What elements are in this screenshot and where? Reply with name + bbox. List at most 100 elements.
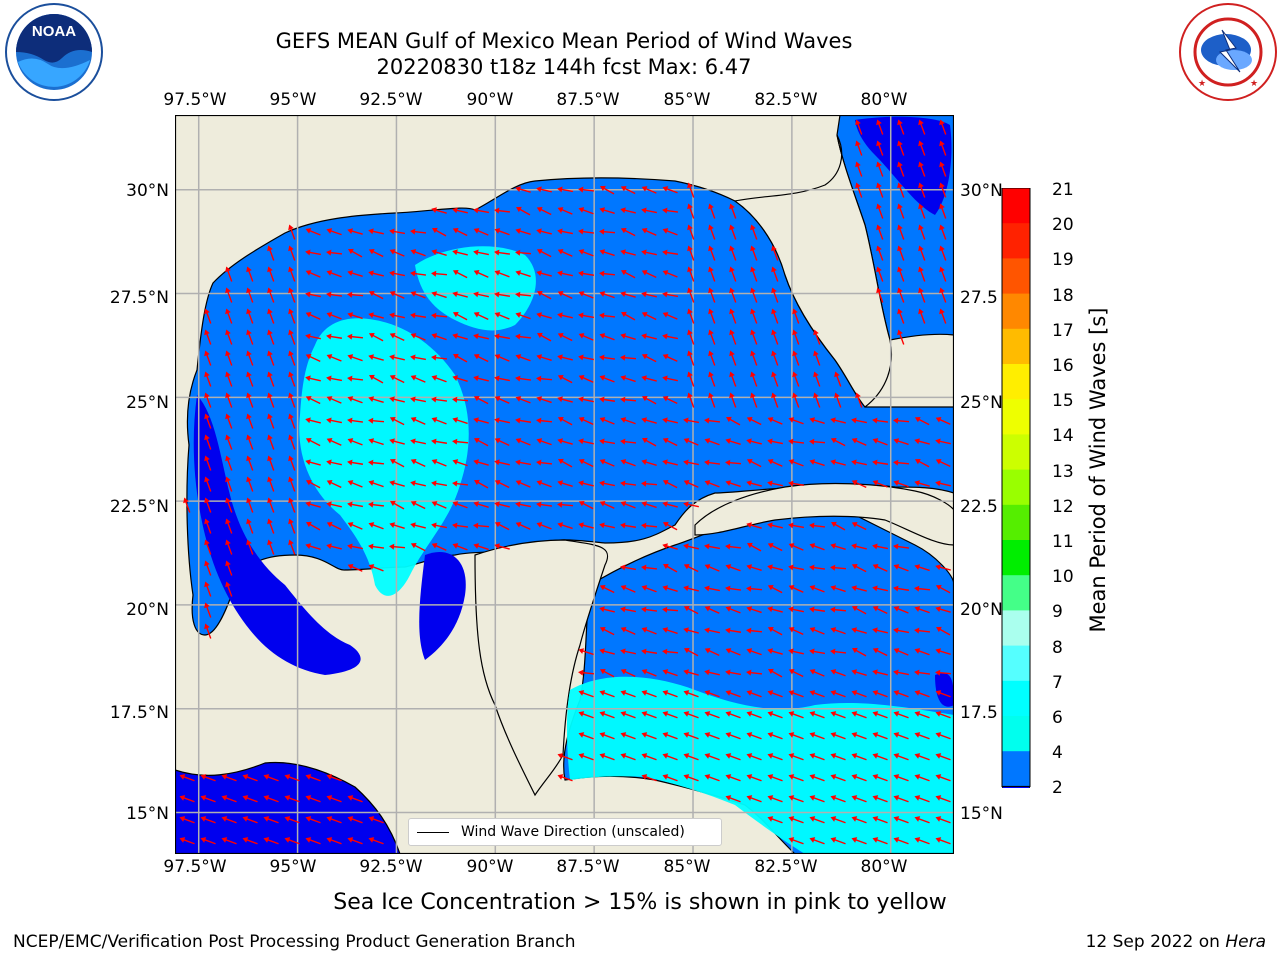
wave-direction-arrow xyxy=(225,287,233,303)
wave-direction-arrow xyxy=(897,329,905,345)
wave-direction-arrow xyxy=(914,690,930,698)
wave-direction-arrow xyxy=(326,417,342,424)
wave-direction-arrow xyxy=(452,227,468,237)
wave-direction-arrow xyxy=(288,539,296,555)
wave-direction-arrow xyxy=(557,501,574,508)
wave-direction-arrow xyxy=(431,438,448,445)
wave-direction-arrow xyxy=(708,266,716,282)
wave-direction-arrow xyxy=(557,354,573,361)
wave-direction-arrow xyxy=(725,438,741,446)
cuba xyxy=(694,482,954,546)
wave-direction-arrow xyxy=(662,207,679,214)
wave-direction-arrow xyxy=(410,249,426,257)
wave-direction-arrow xyxy=(708,203,716,219)
wave-direction-arrow xyxy=(599,668,615,678)
wave-direction-arrow xyxy=(935,564,951,571)
wave-direction-arrow xyxy=(347,438,363,446)
wave-direction-arrow xyxy=(515,438,531,446)
wave-direction-arrow xyxy=(305,837,321,845)
wave-direction-arrow xyxy=(914,753,930,761)
wave-direction-arrow xyxy=(389,458,405,468)
wave-direction-arrow xyxy=(893,711,909,719)
wave-direction-arrow xyxy=(641,291,657,298)
wave-direction-arrow xyxy=(704,732,720,740)
wave-direction-arrow xyxy=(431,291,447,299)
wave-direction-arrow xyxy=(704,564,720,572)
wave-direction-arrow xyxy=(267,392,275,408)
colorbar-tick: 11 xyxy=(1052,532,1074,552)
wave-direction-arrow xyxy=(225,476,233,492)
wave-direction-arrow xyxy=(204,392,212,408)
wave-direction-arrow xyxy=(225,581,233,597)
wave-direction-arrow xyxy=(326,438,342,446)
wave-direction-arrow xyxy=(641,522,658,529)
wave-direction-arrow xyxy=(687,329,695,345)
wave-direction-arrow xyxy=(872,543,888,550)
wave-direction-arrow xyxy=(221,837,237,845)
wave-direction-arrow xyxy=(263,816,279,824)
wave-direction-arrow xyxy=(767,626,783,636)
wave-direction-arrow xyxy=(708,329,716,345)
wave-direction-arrow xyxy=(284,816,300,824)
wave-direction-arrow xyxy=(347,564,363,572)
wave-direction-arrow xyxy=(516,206,531,216)
wave-direction-arrow xyxy=(834,371,842,387)
wave-direction-arrow xyxy=(897,245,905,261)
wave-direction-arrow xyxy=(939,119,947,135)
wave-direction-arrow xyxy=(725,732,741,740)
wave-direction-arrow xyxy=(452,333,468,340)
wave-direction-arrow xyxy=(557,774,573,782)
wave-direction-arrow xyxy=(267,287,275,303)
wave-direction-arrow xyxy=(536,312,552,319)
wave-direction-arrow xyxy=(788,480,805,487)
svg-text:★: ★ xyxy=(1198,79,1206,89)
colorbar-level xyxy=(1002,540,1030,576)
wave-direction-arrow xyxy=(683,732,699,740)
wave-direction-arrow xyxy=(830,753,846,761)
wave-direction-arrow xyxy=(620,354,637,361)
wave-direction-arrow xyxy=(578,312,595,319)
map-subtitle: 20220830 t18z 144h fcst Max: 6.47 xyxy=(376,55,752,79)
lon-tick-top: 80°W xyxy=(860,90,908,110)
wave-direction-arrow xyxy=(578,396,594,403)
wave-direction-arrow xyxy=(897,224,905,240)
wave-direction-arrow xyxy=(515,186,531,193)
wave-direction-arrow xyxy=(641,501,657,509)
wave-direction-arrow xyxy=(935,459,951,468)
wave-direction-arrow xyxy=(326,774,342,782)
wave-direction-arrow xyxy=(536,290,552,300)
wave-direction-arrow xyxy=(410,480,426,487)
wave-direction-arrow xyxy=(305,543,321,551)
wave-direction-arrow xyxy=(809,459,825,467)
wave-direction-arrow xyxy=(788,753,804,761)
wave-direction-arrow xyxy=(897,287,905,303)
colorbar-tick: 19 xyxy=(1052,250,1074,271)
wave-direction-arrow xyxy=(267,434,275,450)
wave-direction-arrow xyxy=(204,308,212,324)
wave-direction-arrow xyxy=(288,476,296,492)
wave-direction-arrow xyxy=(183,497,191,513)
wave-direction-arrow xyxy=(771,371,779,387)
wave-direction-arrow xyxy=(725,669,742,676)
wave-direction-arrow xyxy=(515,417,532,424)
wave-direction-arrow xyxy=(767,648,783,655)
wave-direction-arrow xyxy=(767,459,783,467)
wave-direction-arrow xyxy=(662,521,678,531)
wave-direction-arrow xyxy=(830,837,846,845)
wave-direction-arrow xyxy=(872,690,888,698)
wave-direction-arrow xyxy=(725,711,741,719)
wave-direction-arrow xyxy=(704,690,720,698)
wave-direction-arrow xyxy=(578,480,594,487)
wave-direction-arrow xyxy=(708,245,716,261)
wave-direction-arrow xyxy=(410,438,426,445)
wave-direction-arrow xyxy=(729,329,737,345)
wave-direction-arrow xyxy=(305,395,321,405)
wave-direction-arrow xyxy=(515,459,532,466)
wave-direction-arrow xyxy=(326,795,342,803)
wave-direction-arrow xyxy=(557,291,573,300)
wave-direction-arrow xyxy=(876,224,884,240)
wave-direction-arrow xyxy=(918,182,926,198)
wave-direction-arrow xyxy=(788,564,804,571)
wave-direction-arrow xyxy=(389,270,405,277)
map-frame xyxy=(175,115,954,854)
